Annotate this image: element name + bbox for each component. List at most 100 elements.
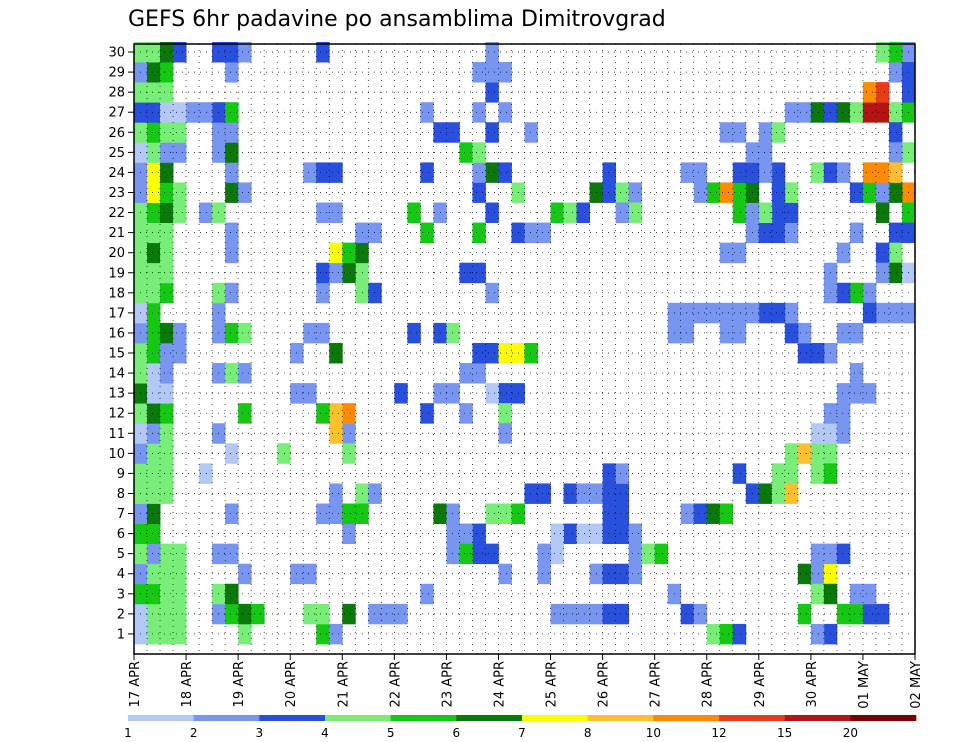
y-tick-label: 26: [108, 126, 125, 141]
heatmap-cell: [524, 483, 538, 504]
heatmap-cell: [706, 182, 721, 203]
heatmap-cell: [225, 603, 239, 625]
heatmap-cell: [238, 182, 252, 203]
heatmap-cell: [563, 603, 577, 625]
heatmap-cell: [719, 302, 734, 324]
heatmap-cell: [836, 322, 851, 344]
colorbar-swatch: [653, 715, 720, 721]
heatmap-cell: [849, 383, 864, 404]
heatmap-cell: [576, 483, 590, 504]
heatmap-cell: [160, 222, 174, 244]
heatmap-cell: [459, 403, 473, 424]
y-tick-label: 18: [108, 286, 125, 301]
colorbar-tick-label: 7: [518, 726, 526, 740]
heatmap-cell: [225, 583, 239, 605]
heatmap-cell: [810, 463, 825, 484]
heatmap-cell: [147, 603, 161, 625]
heatmap-cell: [238, 623, 252, 645]
heatmap-cell: [160, 563, 174, 585]
heatmap-cell: [693, 162, 708, 183]
heatmap-cell: [160, 342, 174, 364]
heatmap-cell: [537, 563, 551, 585]
heatmap-cell: [225, 242, 239, 264]
y-tick-label: 28: [108, 86, 125, 101]
heatmap-cell: [446, 122, 460, 143]
heatmap-cell: [732, 463, 747, 484]
heatmap-cell: [550, 202, 564, 223]
heatmap-cell: [225, 322, 239, 344]
heatmap-cell: [459, 523, 473, 545]
heatmap-cell: [849, 322, 864, 344]
y-tick-label: 21: [108, 226, 125, 241]
x-tick-label: 23 APR: [440, 661, 455, 707]
heatmap-cell: [810, 162, 825, 183]
heatmap-cell: [485, 543, 499, 565]
heatmap-cell: [602, 603, 617, 625]
heatmap-cell: [485, 503, 499, 524]
heatmap-cell: [160, 41, 174, 63]
heatmap-cell: [173, 41, 187, 63]
heatmap-cell: [732, 242, 747, 264]
heatmap-cell: [147, 162, 161, 183]
heatmap-cell: [459, 142, 473, 163]
heatmap-cell: [316, 41, 330, 63]
heatmap-cells: [134, 41, 916, 645]
heatmap-cell: [472, 262, 486, 284]
y-tick-label: 16: [108, 326, 125, 341]
heatmap-cell: [862, 383, 877, 404]
y-tick-label: 6: [117, 527, 125, 542]
heatmap-cell: [888, 262, 903, 284]
heatmap-cell: [329, 483, 343, 504]
heatmap-cell: [160, 543, 174, 565]
heatmap-cell: [602, 463, 617, 484]
heatmap-cell: [160, 403, 174, 424]
heatmap-cell: [147, 383, 161, 404]
y-tick-label: 3: [117, 587, 125, 602]
heatmap-cell: [875, 202, 890, 223]
heatmap-cell: [316, 603, 330, 625]
heatmap-cell: [355, 483, 369, 504]
heatmap-cell: [784, 443, 799, 464]
heatmap-cell: [160, 82, 174, 103]
heatmap-cell: [771, 302, 786, 324]
heatmap-cell: [875, 102, 890, 123]
heatmap-cell: [173, 563, 187, 585]
heatmap-cell: [888, 182, 903, 203]
heatmap-cell: [771, 483, 786, 504]
heatmap-cell: [316, 162, 330, 183]
heatmap-cell: [147, 82, 161, 103]
heatmap-cell: [472, 363, 486, 384]
heatmap-cell: [615, 563, 630, 585]
heatmap-cell: [797, 443, 812, 464]
heatmap-cell: [485, 162, 499, 183]
heatmap-cell: [485, 82, 499, 103]
heatmap-cell: [173, 342, 187, 364]
y-tick-label: 20: [108, 246, 125, 261]
heatmap-cell: [316, 623, 330, 645]
colorbar-legend: 1 2 3 4 5 6 7 8 10 12 15 20: [124, 715, 917, 740]
colorbar-tick-label: 1: [124, 726, 132, 740]
heatmap-cell: [758, 142, 773, 163]
heatmap-cell: [680, 503, 695, 524]
heatmap-cell: [615, 202, 630, 223]
x-tick-label: 19 APR: [232, 661, 247, 707]
heatmap-cell: [303, 322, 317, 344]
heatmap-cell: [732, 202, 747, 223]
heatmap-cell: [849, 102, 864, 123]
heatmap-cell: [160, 102, 174, 123]
heatmap-cell: [355, 222, 369, 244]
heatmap-cell: [758, 202, 773, 223]
heatmap-cell: [498, 62, 512, 83]
heatmap-cell: [472, 182, 486, 203]
heatmap-cell: [706, 503, 721, 524]
heatmap-cell: [173, 623, 187, 645]
heatmap-cell: [186, 102, 200, 123]
heatmap-cell: [147, 363, 161, 384]
heatmap-cell: [563, 202, 577, 223]
heatmap-cell: [303, 162, 317, 183]
heatmap-cell: [849, 182, 864, 203]
x-tick-label: 25 APR: [545, 661, 560, 707]
heatmap-cell: [498, 102, 512, 123]
heatmap-cell: [329, 202, 343, 223]
heatmap-cell: [849, 282, 864, 304]
